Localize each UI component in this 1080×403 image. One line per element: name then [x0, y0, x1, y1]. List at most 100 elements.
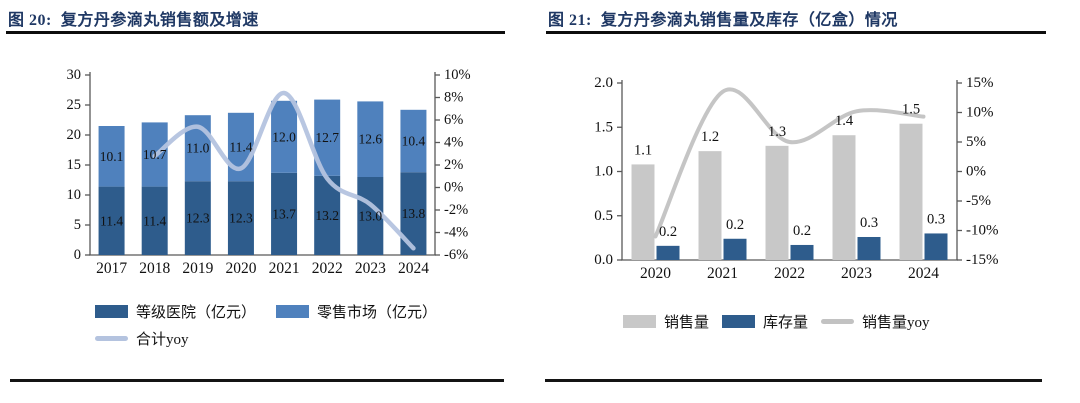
bar-value-label: 10.1: [100, 149, 124, 164]
bar-value-label: 1.1: [634, 142, 652, 158]
bar-segment: [227, 181, 254, 255]
x-axis-label: 2023: [841, 265, 872, 282]
right-axis-tick-label: -6%: [444, 247, 468, 263]
legend-line-swatch: [821, 319, 855, 324]
bar: [899, 123, 923, 261]
legend-line-swatch: [95, 336, 128, 341]
right-axis-tick-label: 8%: [444, 90, 463, 106]
x-axis-label: 2021: [269, 260, 300, 277]
legend-row: 合计yoy: [95, 328, 437, 349]
x-axis-label: 2017: [96, 260, 127, 277]
bar-value-label: 11.4: [100, 213, 123, 228]
figure-20-legend: 等级医院（亿元） 零售市场（亿元） 合计yoy: [95, 301, 437, 349]
bar-value-label: 1.4: [835, 113, 854, 129]
legend-item: 库存量: [722, 311, 808, 332]
legend-item: 等级医院（亿元）: [95, 301, 256, 322]
left-axis-tick-label: 1.0: [594, 164, 613, 180]
yoy-line: [653, 87, 926, 239]
left-axis-tick-label: 30: [67, 67, 82, 83]
bar-value-label: 0.2: [726, 217, 744, 233]
right-axis-tick-label: 2%: [444, 157, 463, 173]
bar-value-label: 13.0: [359, 209, 383, 224]
x-axis-label: 2020: [640, 265, 671, 282]
bar-value-label: 12.0: [272, 129, 296, 144]
bar: [765, 145, 789, 260]
legend-label: 销售量: [664, 315, 710, 331]
left-axis-tick-label: 20: [67, 127, 82, 143]
figure-20-title-rule: [6, 31, 505, 34]
bar-value-label: 1.3: [768, 124, 786, 140]
x-axis-label: 2018: [139, 260, 170, 277]
left-axis-tick-label: 1.5: [594, 119, 613, 135]
left-axis-tick-label: 25: [67, 97, 82, 113]
bar-segment: [98, 186, 125, 255]
right-axis-tick-label: 15%: [966, 75, 994, 91]
bar-segment: [271, 172, 298, 255]
figure-21-chart: 2.0 1.5 1.0 0.5 0.0 15% 10% 5% 0% -5% -10% -15% 2020…: [594, 75, 999, 282]
right-axis-tick-label: -4%: [444, 225, 468, 241]
bar-value-label: 10.7: [143, 147, 167, 162]
right-axis-tick-label: -5%: [966, 193, 991, 209]
bar-value-label: 12.3: [229, 211, 253, 226]
x-axis-label: 2024: [908, 265, 939, 282]
right-axis-tick-label: 6%: [444, 112, 463, 128]
right-axis-tick-label: 4%: [444, 135, 463, 151]
bar-value-label: 1.5: [902, 102, 920, 118]
bar-segment: [141, 186, 168, 255]
figure-20-bottom-rule: [10, 379, 504, 382]
right-axis-tick-label: 10%: [966, 105, 994, 121]
left-axis-tick-label: 10: [67, 187, 82, 203]
bar-value-label: 12.3: [186, 211, 210, 226]
right-axis-tick-label: -15%: [966, 252, 999, 268]
legend-label: 等级医院（亿元）: [136, 305, 257, 321]
figure-21-title-rule: [546, 31, 1046, 34]
legend-row: 等级医院（亿元） 零售市场（亿元）: [95, 301, 437, 322]
figure-20-chart: 30 25 20 15 10 5 0 10% 8% 6% 4% 2% 0% -2% -4% -6% 2017 20…: [67, 67, 471, 277]
bar-value-label: 0.2: [659, 224, 677, 240]
legend-label: 合计yoy: [136, 332, 189, 348]
right-axis-tick-label: 10%: [444, 67, 471, 83]
bar-value-label: 12.6: [359, 132, 383, 147]
legend-bar-swatch: [722, 315, 756, 328]
right-axis-tick-label: -2%: [444, 202, 468, 218]
bar-value-label: 1.2: [701, 129, 719, 145]
legend-row: 销售量 库存量 销售量yoy: [623, 311, 930, 332]
x-axis-label: 2022: [774, 265, 805, 282]
bar-value-label: 11.4: [143, 213, 166, 228]
figure-21-panel: 图 21: 复方丹参滴丸销售量及库存（亿盒）情况 2.0 1.5 1.0 0.5 0.0…: [540, 0, 1080, 403]
bar-value-label: 0.3: [927, 211, 945, 227]
figure-21-bottom-rule: [545, 379, 1042, 382]
bar-segment: [400, 109, 427, 173]
bar: [631, 164, 655, 260]
bar: [723, 238, 747, 260]
legend-bar-swatch: [276, 305, 310, 318]
right-axis-tick-label: 5%: [966, 134, 986, 150]
legend-label: 零售市场（亿元）: [317, 305, 438, 321]
bar: [857, 236, 881, 260]
bar: [656, 245, 680, 260]
figure-20-title: 图 20: 复方丹参滴丸销售额及增速: [8, 12, 259, 29]
bar-segment: [357, 177, 384, 255]
legend-item: 合计yoy: [95, 328, 189, 349]
bar-segment: [184, 181, 211, 255]
figure-20-panel: 图 20: 复方丹参滴丸销售额及增速 30 25 20 15 10 5 0 10% 8% 6% 4%…: [6, 12, 505, 382]
bar: [790, 244, 814, 260]
x-axis-label: 2023: [355, 260, 386, 277]
yoy-line: [152, 90, 416, 251]
legend-item: 零售市场（亿元）: [276, 301, 437, 322]
legend-label: 销售量yoy: [862, 315, 930, 331]
left-axis-tick-label: 0.5: [594, 208, 613, 224]
legend-item: 销售量: [623, 311, 709, 332]
bar: [924, 233, 948, 260]
bar-value-label: 13.7: [272, 206, 296, 221]
bar: [698, 151, 722, 260]
bar-value-label: 13.2: [315, 208, 339, 223]
bar-segment: [357, 101, 384, 177]
right-axis-tick-label: 0%: [966, 164, 986, 180]
left-axis-tick-label: 0: [74, 247, 81, 263]
bar-segment: [271, 100, 298, 173]
legend-bar-swatch: [95, 305, 128, 318]
x-axis-label: 2024: [398, 260, 429, 277]
left-axis-tick-label: 5: [74, 217, 81, 233]
